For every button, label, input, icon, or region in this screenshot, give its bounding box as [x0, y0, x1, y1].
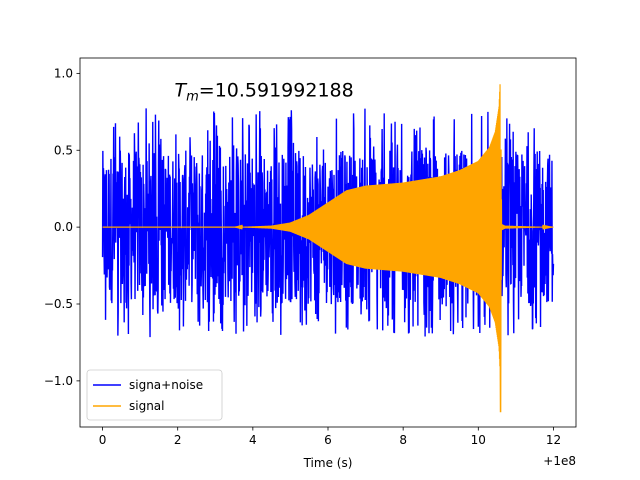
- series-signa-noise: [101, 108, 555, 338]
- annotation-tm: Tm=10.591992188: [175, 79, 354, 104]
- x-tick-label: 12: [546, 433, 561, 447]
- y-tick-label: −0.5: [44, 297, 73, 311]
- annotation-value: 10.591992188: [215, 79, 354, 101]
- x-tick-label: 4: [249, 433, 257, 447]
- annotation-subscript: m: [186, 89, 199, 104]
- annotation-equals: =: [199, 79, 215, 101]
- x-tick-label: 10: [471, 433, 486, 447]
- legend-label-signal: signal: [129, 399, 165, 413]
- line-signal: [102, 84, 554, 413]
- line-signa-noise: [101, 108, 555, 338]
- plot-area: [101, 84, 555, 413]
- legend-label-signa-noise: signa+noise: [129, 378, 203, 392]
- annotation-symbol: T: [175, 79, 188, 101]
- x-tick-label: 2: [174, 433, 182, 447]
- x-axis: 0 2 4 6 8 10 12: [99, 427, 561, 447]
- legend-box: [86, 369, 223, 421]
- y-tick-label: 0.5: [54, 143, 73, 157]
- x-axis-offset-text: +1e8: [543, 454, 576, 468]
- y-axis: −1.0 −0.5 0.0 0.5 1.0: [44, 66, 80, 388]
- y-tick-label: −1.0: [44, 374, 73, 388]
- x-axis-label: Time (s): [303, 456, 353, 470]
- y-tick-label: 1.0: [54, 66, 73, 80]
- x-tick-label: 0: [99, 433, 107, 447]
- legend: signa+noise signal: [86, 369, 223, 421]
- x-tick-label: 6: [324, 433, 332, 447]
- series-signal: [102, 84, 554, 413]
- y-tick-label: 0.0: [54, 220, 73, 234]
- x-tick-label: 8: [399, 433, 407, 447]
